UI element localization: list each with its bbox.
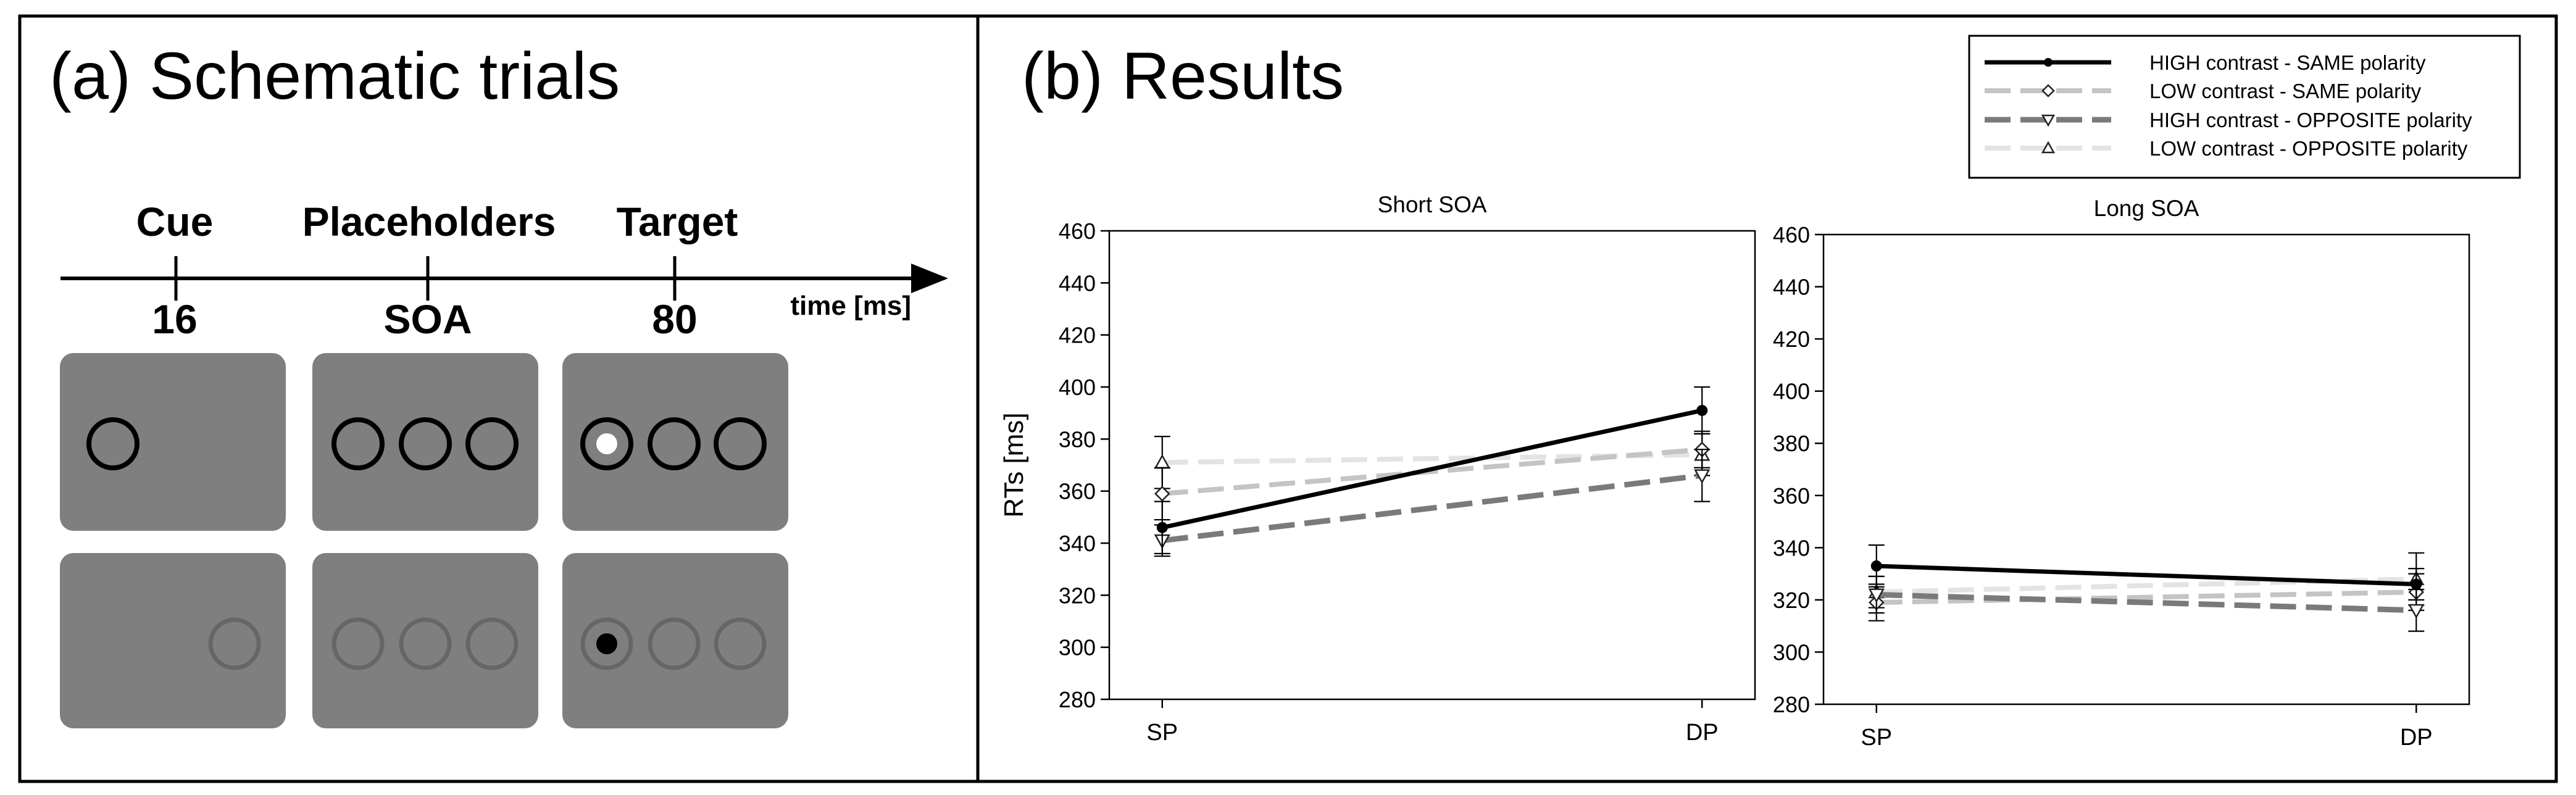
y-tick-label: 460 [1773,222,1810,248]
series-high-contrast-same-polarity [1154,386,1711,554]
point-marker-dot [1696,404,1708,416]
timeline-value-soa: SOA [383,296,472,342]
x-tick-label: SP [1861,725,1892,751]
screen-cue-high [60,353,286,531]
y-axis-label: RTs [ms] [999,412,1029,517]
point-marker-triangle-down [2408,604,2425,619]
plot-frame [1822,233,2470,706]
x-tick-label: SP [1146,720,1178,746]
y-tick-label: 300 [1773,639,1810,665]
chart-title: Short SOA [1378,192,1487,217]
point-marker-triangle-down [1868,588,1885,604]
placeholder-circle [580,617,633,670]
screen-placeholders-high [312,353,538,531]
legend-marker-diamond [2041,84,2055,98]
y-tick-label: 440 [1059,270,1096,296]
y-tick-label: 360 [1773,483,1810,509]
cue-circle [208,617,261,670]
y-tick-label: 320 [1773,588,1810,613]
timeline-value-cue: 16 [152,296,197,342]
legend-item-low-same: LOW contrast - SAME polarity [1985,80,2422,102]
screen-target-high [562,353,788,531]
series-high-contrast-same-polarity [1868,544,2425,601]
y-tick-label: 460 [1059,219,1096,244]
series-line [1876,591,2417,614]
cue-circle [86,417,140,470]
y-tick-label: 440 [1773,275,1810,300]
placeholder-circle [399,617,452,670]
y-tick-label: 360 [1059,479,1096,504]
legend-marker-triangle-down [2041,114,2056,127]
target-dot-white [596,433,617,454]
y-tick-label: 420 [1773,327,1810,352]
target-dot-black [596,633,617,654]
screen-placeholders-low [312,553,538,728]
legend-item-high-same: HIGH contrast - SAME polarity [1985,51,2426,74]
timeline: Cue Placeholders Target 16 SOA 80 time [… [60,199,948,342]
legend-label: LOW contrast - OPPOSITE polarity [2149,137,2468,160]
placeholder-circle [331,417,385,470]
y-tick-label: 380 [1059,427,1096,452]
legend-label: HIGH contrast - OPPOSITE polarity [2149,109,2472,131]
timeline-label-placeholders: Placeholders [302,199,556,244]
chart-long-soa: Long SOA 280 300 320 340 360 380 400 420 440 460 SP… [1773,196,2470,751]
series-line [1162,447,1703,496]
y-tick-label: 420 [1059,323,1096,348]
placeholder-circle [465,417,519,470]
placeholder-circle [580,417,633,470]
legend-marker-triangle-up [2041,141,2056,154]
x-tick-label: DP [1686,720,1719,746]
series-line [1162,408,1703,530]
placeholder-circle [331,617,385,670]
placeholder-circle [714,417,767,470]
point-marker-diamond [1154,486,1170,502]
legend-item-low-opposite: LOW contrast - OPPOSITE polarity [1985,137,2468,160]
point-marker-dot [1870,560,1882,572]
y-tick-label: 380 [1773,431,1810,456]
plot-frame [1108,230,1756,701]
legend-label: HIGH contrast - SAME polarity [2149,51,2426,74]
chart-title: Long SOA [2094,196,2199,221]
legend-item-high-opposite: HIGH contrast - OPPOSITE polarity [1985,109,2472,131]
x-tick-label: DP [2400,725,2433,751]
placeholder-circle [648,417,701,470]
legend-marker-dot [2044,58,2053,67]
trial-row-high-contrast [60,353,788,531]
placeholder-circle [648,617,701,670]
y-tick-label: 280 [1773,692,1810,717]
series-line [1162,472,1703,544]
legend-label: LOW contrast - SAME polarity [2149,80,2422,102]
screen-cue-low [60,553,286,728]
y-tick-label: 340 [1059,531,1096,556]
panel-b-title: (b) Results [1022,38,1344,113]
screen-target-low [562,553,788,728]
y-tick-label: 340 [1773,535,1810,560]
series-line [1876,564,2417,587]
timeline-label-target: Target [617,199,738,244]
point-marker-dot [1156,522,1168,533]
point-marker-dot [2411,578,2422,590]
point-marker-triangle-down [1694,469,1711,484]
legend: HIGH contrast - SAME polarity LOW contra… [1968,35,2521,179]
trial-row-low-contrast [60,553,788,728]
legend-box [1968,35,2521,179]
y-tick-label: 400 [1059,375,1096,400]
series-line [1876,589,2417,606]
panel-a-title: (a) Schematic trials [49,38,620,113]
y-tick-label: 280 [1059,687,1096,712]
chart-short-soa: Short SOA 280 300 320 340 360 380 400 420 440 460 S… [999,192,1756,746]
timeline-unit: time [ms] [790,291,911,321]
timeline-value-target: 80 [652,296,697,342]
placeholder-circle [714,617,767,670]
y-tick-label: 300 [1059,635,1096,660]
placeholder-circle [465,617,519,670]
timeline-label-cue: Cue [136,199,214,244]
y-tick-label: 320 [1059,583,1096,608]
y-tick-label: 400 [1773,379,1810,404]
placeholder-circle [399,417,452,470]
